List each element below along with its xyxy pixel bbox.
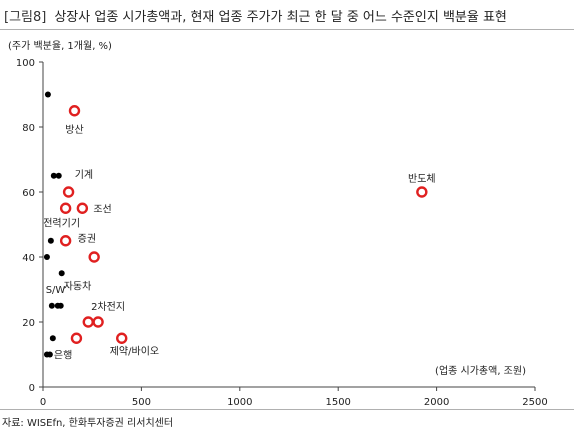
highlight-point (76, 202, 89, 214)
point-label: 방산 (65, 124, 83, 136)
data-point (50, 172, 57, 179)
point-label: 전력기기 (43, 217, 80, 229)
y-axis-label: (주가 백분율, 1개월, %) (8, 41, 112, 52)
highlight-point (70, 332, 83, 344)
highlight-point (116, 332, 128, 344)
y-tick-label: 60 (22, 188, 35, 199)
figure-label: [그림8] (4, 10, 47, 25)
data-point (58, 270, 65, 277)
point-label: 2차전지 (91, 301, 125, 313)
point-label: 제약/바이오 (110, 345, 159, 357)
y-tick-label: 0 (29, 383, 35, 394)
point-label: 조선 (93, 203, 111, 215)
data-point (55, 172, 62, 179)
point-label: S/W (46, 285, 66, 296)
x-tick-label: 0 (40, 397, 46, 408)
data-point (43, 254, 50, 260)
data-point (48, 302, 55, 309)
x-tick-label: 2500 (522, 397, 547, 408)
y-tick-label: 40 (22, 253, 35, 264)
highlight-point (88, 251, 100, 263)
chart-title-text: 상장사 업종 시가총액과, 현재 업종 주가가 최근 한 달 중 어느 수준인지… (54, 10, 507, 25)
y-tick-label: 80 (22, 123, 35, 134)
highlight-point (62, 186, 75, 198)
point-label: 자동차 (64, 280, 92, 292)
highlight-point (416, 186, 428, 198)
x-tick-label: 2000 (424, 397, 449, 408)
point-label: 은행 (54, 350, 72, 362)
y-tick-label: 20 (22, 318, 35, 329)
x-tick-label: 500 (132, 397, 151, 408)
highlight-point (59, 202, 72, 214)
title-divider (0, 29, 574, 30)
data-point (46, 351, 53, 358)
x-tick-label: 1000 (227, 397, 252, 408)
data-point (57, 302, 64, 309)
bottom-divider (0, 409, 574, 410)
highlight-point (68, 105, 81, 117)
x-axis-label: (업종 시가총액, 조원) (435, 366, 526, 377)
source-note: 자료: WISEfn, 한화투자증권 리서치센터 (2, 418, 174, 429)
point-label: 반도체 (408, 173, 436, 185)
x-tick-label: 1500 (325, 397, 350, 408)
point-label: 증권 (78, 233, 96, 245)
y-tick-label: 100 (16, 58, 35, 69)
data-point (44, 91, 51, 98)
highlight-point (59, 235, 72, 247)
data-point (47, 237, 54, 244)
chart-title: [그림8] 상장사 업종 시가총액과, 현재 업종 주가가 최근 한 달 중 어느… (4, 6, 507, 25)
highlight-point (92, 316, 104, 328)
highlight-point (82, 316, 94, 328)
data-point (49, 335, 56, 342)
point-label: 기계 (75, 169, 93, 181)
